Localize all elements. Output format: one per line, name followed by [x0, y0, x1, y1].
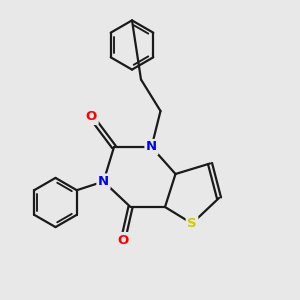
- Text: S: S: [187, 217, 197, 230]
- Text: O: O: [117, 233, 129, 247]
- Text: O: O: [86, 110, 97, 124]
- Text: N: N: [146, 140, 157, 154]
- Text: N: N: [98, 175, 109, 188]
